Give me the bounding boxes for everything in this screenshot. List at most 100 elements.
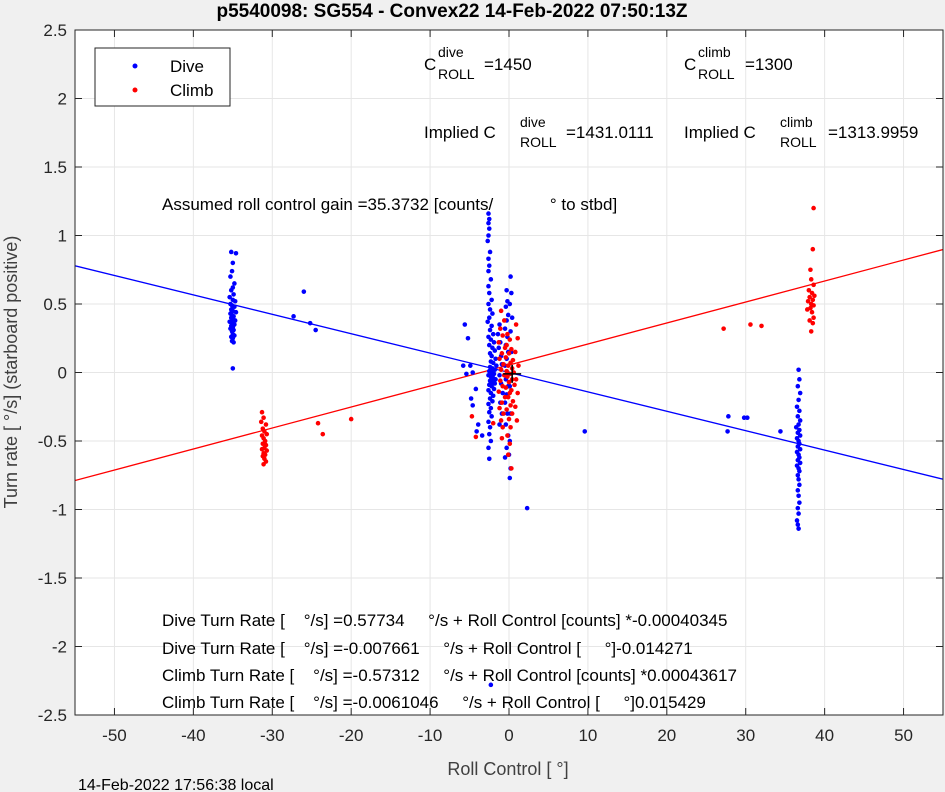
dive-point — [505, 312, 511, 318]
climb-point — [509, 466, 514, 471]
dive-point — [508, 329, 513, 334]
dive-point — [486, 342, 492, 348]
dive-point — [794, 404, 800, 410]
climb-point — [504, 342, 509, 348]
dive-point — [487, 307, 493, 312]
dive-point — [491, 340, 497, 345]
dive-point — [486, 301, 491, 307]
x-tick-label: 30 — [736, 726, 755, 745]
dive-point — [797, 377, 802, 382]
dive-point — [227, 294, 232, 300]
y-axis-label: Turn rate [ °/s] (starboard positive) — [1, 236, 21, 509]
dive-point — [486, 233, 491, 238]
climb-point — [499, 351, 505, 356]
dive-point — [500, 390, 505, 396]
climb-point — [721, 326, 726, 331]
climb-point — [498, 367, 504, 373]
climb-point — [513, 322, 519, 327]
climb-point — [473, 434, 479, 440]
fit-equations: Dive Turn Rate [ °/s] =0.57734 °/s + Rol… — [162, 611, 737, 712]
dive-point — [491, 371, 497, 377]
y-tick-label: 1.5 — [43, 158, 67, 177]
dive-point — [488, 405, 494, 411]
climb-point — [513, 404, 518, 410]
legend-dive-label: Dive — [170, 57, 204, 76]
climb-point — [501, 318, 507, 323]
dive-point — [497, 422, 502, 427]
dive-point — [496, 345, 502, 351]
dive-point — [490, 393, 496, 399]
climb-point — [490, 420, 496, 426]
dive-point — [486, 268, 491, 274]
c-roll-climb-annotation: C climb ROLL =1300 — [684, 44, 793, 82]
climb-point — [259, 409, 265, 415]
climb-point — [811, 205, 816, 211]
climb-point — [498, 308, 504, 314]
climb-point — [507, 441, 513, 447]
climb-point — [516, 363, 521, 368]
x-tick-label: -10 — [418, 726, 443, 745]
x-tick-label: -20 — [339, 726, 364, 745]
dive-point — [796, 367, 801, 373]
dive-point — [489, 353, 494, 359]
implied-climb-base: Implied C — [684, 123, 756, 142]
dive-point — [503, 304, 509, 310]
dive-point — [507, 301, 513, 307]
dive-point — [487, 425, 493, 430]
dive-point — [462, 322, 468, 327]
dive-point — [745, 415, 750, 421]
implied-dive-value: =1431.0111 — [566, 123, 654, 142]
climb-point — [809, 309, 815, 315]
dive-point — [492, 381, 498, 386]
dive-point — [486, 315, 492, 321]
dive-point — [486, 456, 492, 462]
dive-point — [795, 488, 801, 493]
dive-point — [797, 460, 803, 466]
dive-point — [794, 518, 800, 523]
dive-point — [797, 390, 803, 396]
climb-point — [263, 422, 269, 427]
x-axis-label: Roll Control [ °] — [447, 759, 568, 779]
dive-point — [797, 482, 802, 488]
dive-point — [492, 348, 498, 353]
climb-point — [500, 333, 505, 338]
dive-point — [797, 468, 802, 474]
dive-point — [497, 322, 502, 327]
dive-point — [793, 425, 799, 430]
dive-point — [797, 418, 803, 423]
y-tick-label: -0.5 — [38, 432, 67, 451]
climb-point — [807, 294, 812, 300]
dive-point — [486, 220, 491, 226]
climb-point — [515, 335, 520, 341]
dive-point — [468, 396, 474, 401]
climb-point — [501, 411, 506, 416]
climb-point — [807, 318, 812, 323]
climb-point — [810, 320, 816, 326]
climb-point — [508, 403, 513, 408]
climb-point — [261, 415, 266, 421]
dive-point — [524, 505, 530, 511]
climb-point — [496, 340, 502, 345]
climb-point — [812, 293, 817, 299]
dive-point — [502, 326, 508, 331]
dive-point — [796, 477, 801, 482]
chart-title: p5540098: SG554 - Convex22 14-Feb-2022 0… — [216, 1, 687, 22]
implied-dive-sub: ROLL — [520, 134, 557, 150]
dive-point — [228, 288, 234, 293]
climb-point — [498, 326, 503, 331]
legend-climb-label: Climb — [170, 81, 213, 100]
dive-point — [486, 290, 492, 296]
dive-point — [504, 288, 509, 293]
gain-annotation: Assumed roll control gain =35.3732 [coun… — [162, 195, 617, 214]
c-roll-dive-value: =1450 — [484, 55, 532, 74]
dive-point — [489, 297, 494, 303]
climb-point — [806, 288, 812, 293]
implied-climb-sup: climb — [780, 114, 813, 130]
climb-point — [811, 315, 816, 321]
climb-point — [497, 356, 502, 362]
footer-timestamp: 14-Feb-2022 17:56:38 local — [78, 777, 274, 792]
climb-point — [506, 351, 512, 356]
climb-point — [759, 323, 764, 329]
climb-point — [499, 435, 505, 441]
dive-point — [502, 400, 508, 405]
